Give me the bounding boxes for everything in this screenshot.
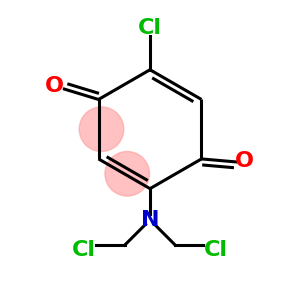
Text: Cl: Cl	[72, 240, 96, 260]
Text: O: O	[235, 151, 254, 171]
Text: Cl: Cl	[204, 240, 228, 260]
Text: N: N	[141, 210, 159, 230]
Text: Cl: Cl	[138, 18, 162, 38]
Circle shape	[79, 107, 124, 152]
Text: O: O	[45, 76, 64, 96]
Circle shape	[105, 152, 149, 196]
